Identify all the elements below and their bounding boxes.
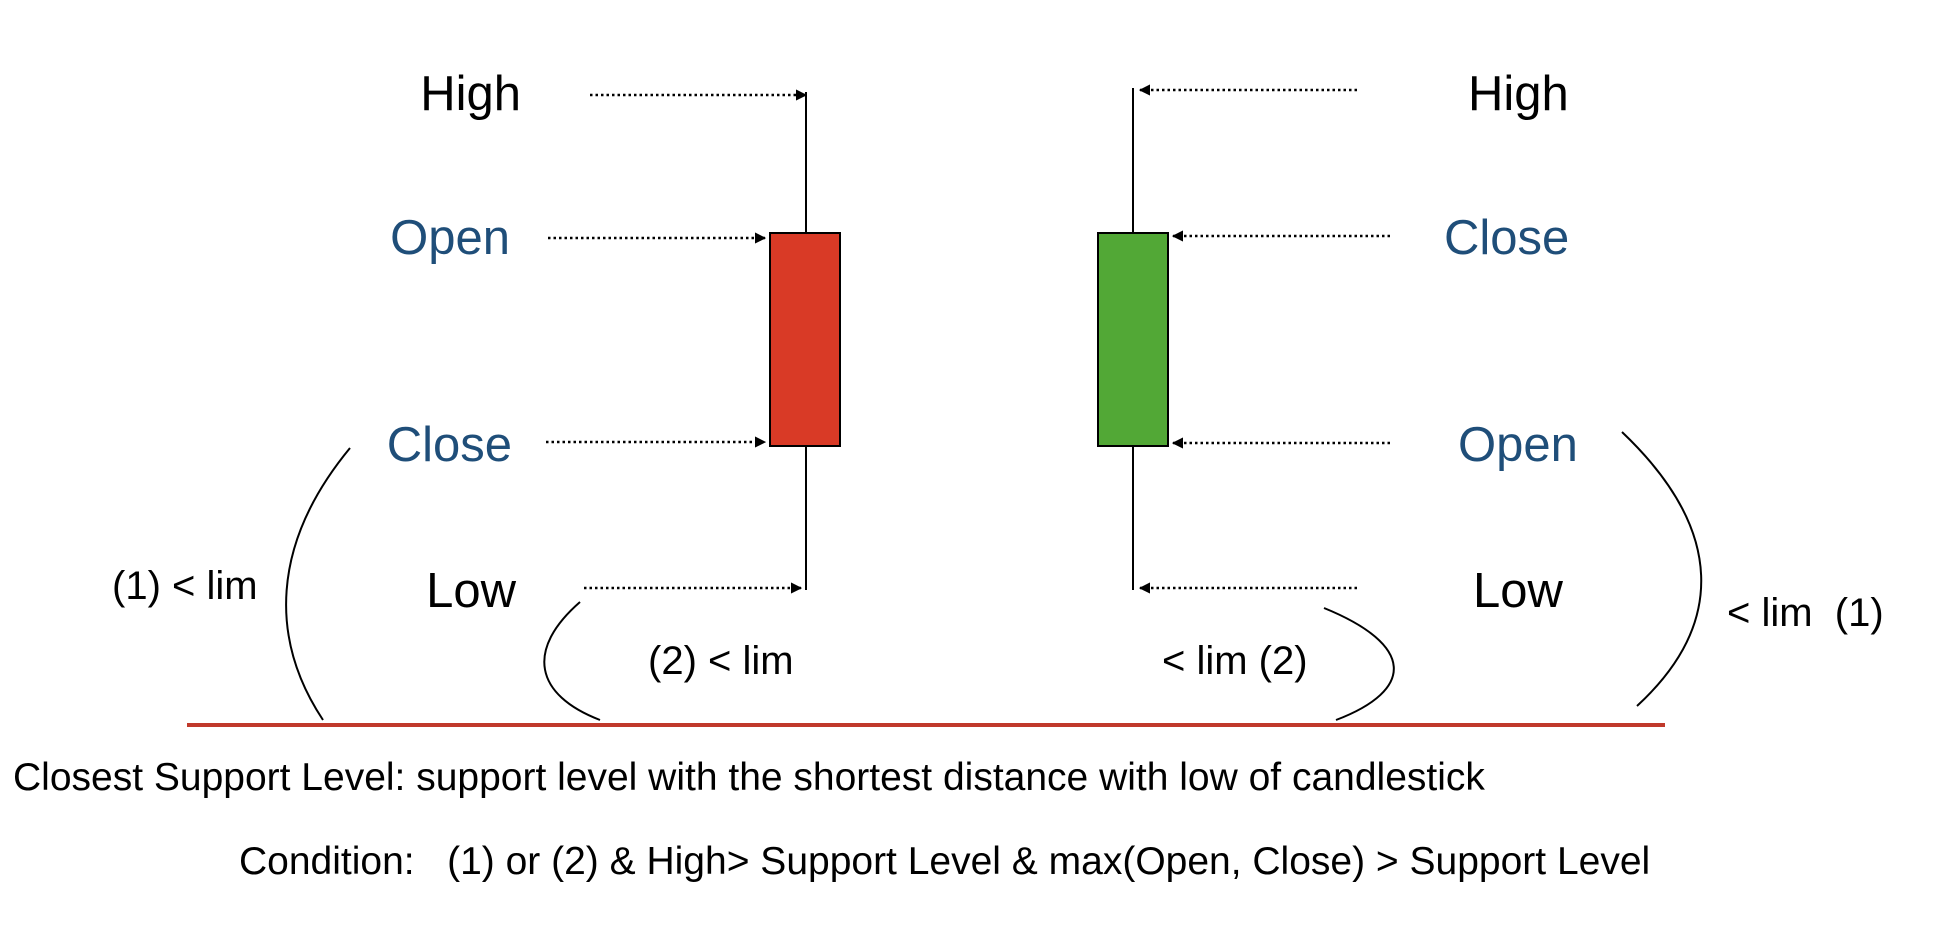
bearish-high-label: High	[420, 67, 521, 121]
bullish-candle	[1097, 88, 1169, 590]
bullish-cond1-label: < lim (1)	[1727, 591, 1884, 635]
support-level-caption: Closest Support Level: support level wit…	[13, 756, 1485, 799]
bullish-high-label: High	[1468, 67, 1569, 121]
bullish-cond1-brace	[1621, 431, 1703, 707]
bearish-open-label: Open	[390, 211, 510, 265]
bearish-cond2-label: (2) < lim	[648, 639, 794, 683]
bullish-cond2-brace	[1323, 607, 1395, 721]
bearish-cond2-brace	[543, 601, 601, 721]
bullish-candle-body	[1097, 232, 1169, 447]
bearish-candle-body	[769, 232, 841, 447]
bullish-cond2-label: < lim (2)	[1162, 639, 1308, 683]
bullish-close-label: Close	[1444, 211, 1569, 265]
bearish-cond1-brace	[285, 447, 351, 721]
condition-text: Condition: (1) or (2) & High> Support Le…	[239, 840, 1650, 883]
bearish-close-label: Close	[387, 418, 512, 472]
bearish-cond1-label: (1) < lim	[112, 564, 258, 608]
bullish-low-label: Low	[1473, 564, 1564, 618]
bullish-open-label: Open	[1458, 418, 1578, 472]
bearish-candle	[769, 92, 841, 590]
bearish-low-label: Low	[426, 564, 517, 618]
